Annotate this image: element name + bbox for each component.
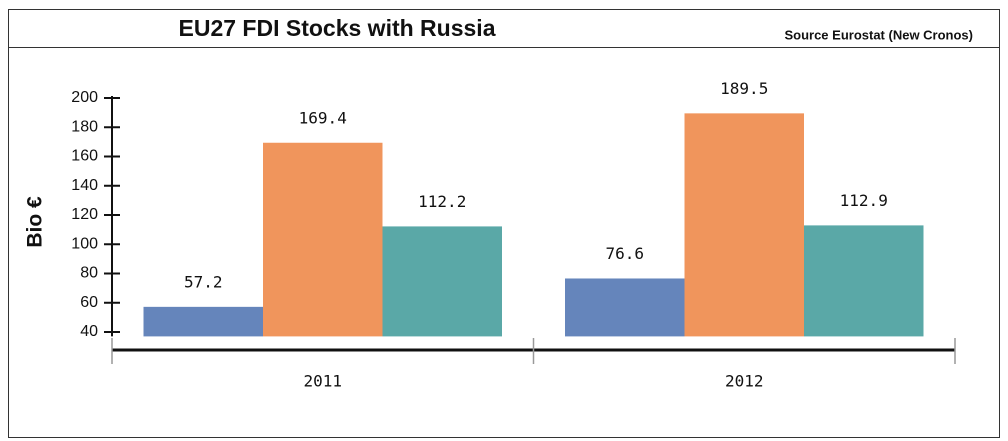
value-label: 112.2 [418,192,466,211]
y-tick-label: 200 [71,89,98,106]
bar [382,226,502,337]
y-tick-label: 120 [71,206,98,223]
value-label: 189.5 [720,79,768,98]
bar [263,142,383,337]
x-tick-label: 2011 [303,372,342,391]
bar [565,278,685,337]
y-tick-label: 180 [71,118,98,135]
y-axis-label: Bio € [24,196,47,248]
value-label: 76.6 [605,244,644,263]
frame [8,9,1000,438]
y-tick-label: 80 [80,265,98,282]
chart-title: EU27 FDI Stocks with Russia [179,15,496,41]
bar [143,306,263,337]
y-tick-label: 60 [80,294,98,311]
source-note: Source Eurostat (New Cronos) [784,27,973,42]
value-label: 112.9 [840,191,888,210]
value-label: 57.2 [184,272,223,291]
y-tick-label: 160 [71,148,98,165]
bar [804,225,924,337]
x-tick-label: 2012 [725,372,764,391]
y-tick-label: 140 [71,177,98,194]
value-label: 169.4 [299,108,347,127]
bar [684,113,804,337]
y-tick-label: 100 [71,235,98,252]
y-tick-label: 40 [80,323,98,340]
